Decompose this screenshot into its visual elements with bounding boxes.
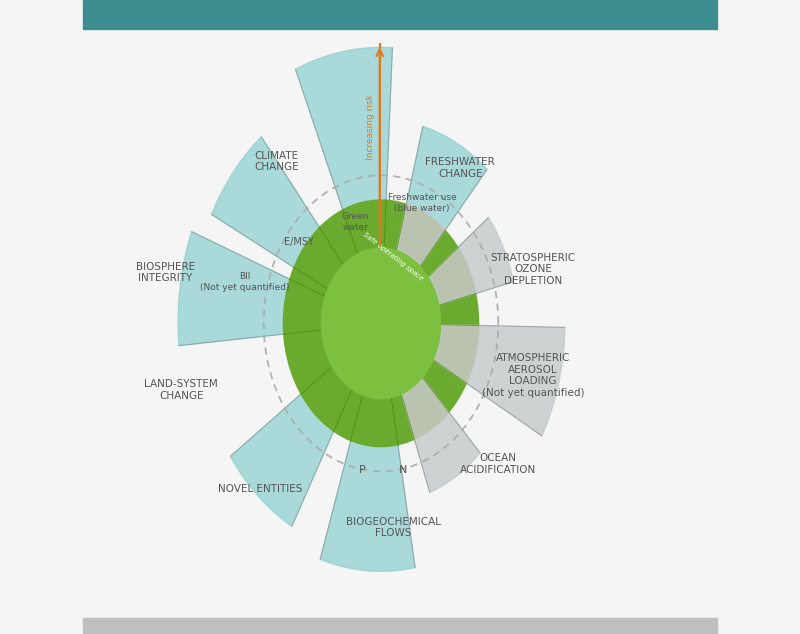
Ellipse shape [321,247,442,399]
Polygon shape [381,323,565,436]
Text: NOVEL ENTITIES: NOVEL ENTITIES [218,484,302,495]
Text: N: N [399,465,407,476]
Text: ATMOSPHERIC
AEROSOL
LOADING
(Not yet quantified): ATMOSPHERIC AEROSOL LOADING (Not yet qua… [482,353,584,398]
Polygon shape [381,217,514,323]
Text: STRATOSPHERIC
OZONE
DEPLETION: STRATOSPHERIC OZONE DEPLETION [490,253,576,286]
Polygon shape [381,126,487,323]
Polygon shape [434,325,479,384]
Text: Safe operating space: Safe operating space [362,231,425,282]
Text: E/MSY: E/MSY [284,237,314,247]
Text: Freshwater use
(blue water): Freshwater use (blue water) [388,193,457,212]
Polygon shape [211,137,381,323]
Text: BIOSPHERE
INTEGRITY: BIOSPHERE INTEGRITY [136,262,195,283]
Polygon shape [397,204,446,266]
Polygon shape [402,378,450,440]
Bar [83,618,717,634]
Text: Green
water: Green water [342,212,370,231]
Text: Increasing risk: Increasing risk [366,94,374,160]
Bar [83,0,717,29]
Polygon shape [295,48,393,323]
Polygon shape [320,323,415,571]
Text: CLIMATE
CHANGE: CLIMATE CHANGE [254,151,298,172]
Polygon shape [178,231,381,346]
Polygon shape [230,323,381,526]
Ellipse shape [282,199,479,448]
Text: OCEAN
ACIDIFICATION: OCEAN ACIDIFICATION [460,453,536,475]
Text: BIOGEOCHEMICAL
FLOWS: BIOGEOCHEMICAL FLOWS [346,517,441,538]
Polygon shape [381,323,480,493]
Text: FRESHWATER
CHANGE: FRESHWATER CHANGE [426,157,495,179]
Text: BII
(Not yet quantified): BII (Not yet quantified) [200,273,290,292]
Text: LAND-SYSTEM
CHANGE: LAND-SYSTEM CHANGE [144,379,218,401]
Text: P: P [358,465,366,476]
Polygon shape [429,247,476,305]
